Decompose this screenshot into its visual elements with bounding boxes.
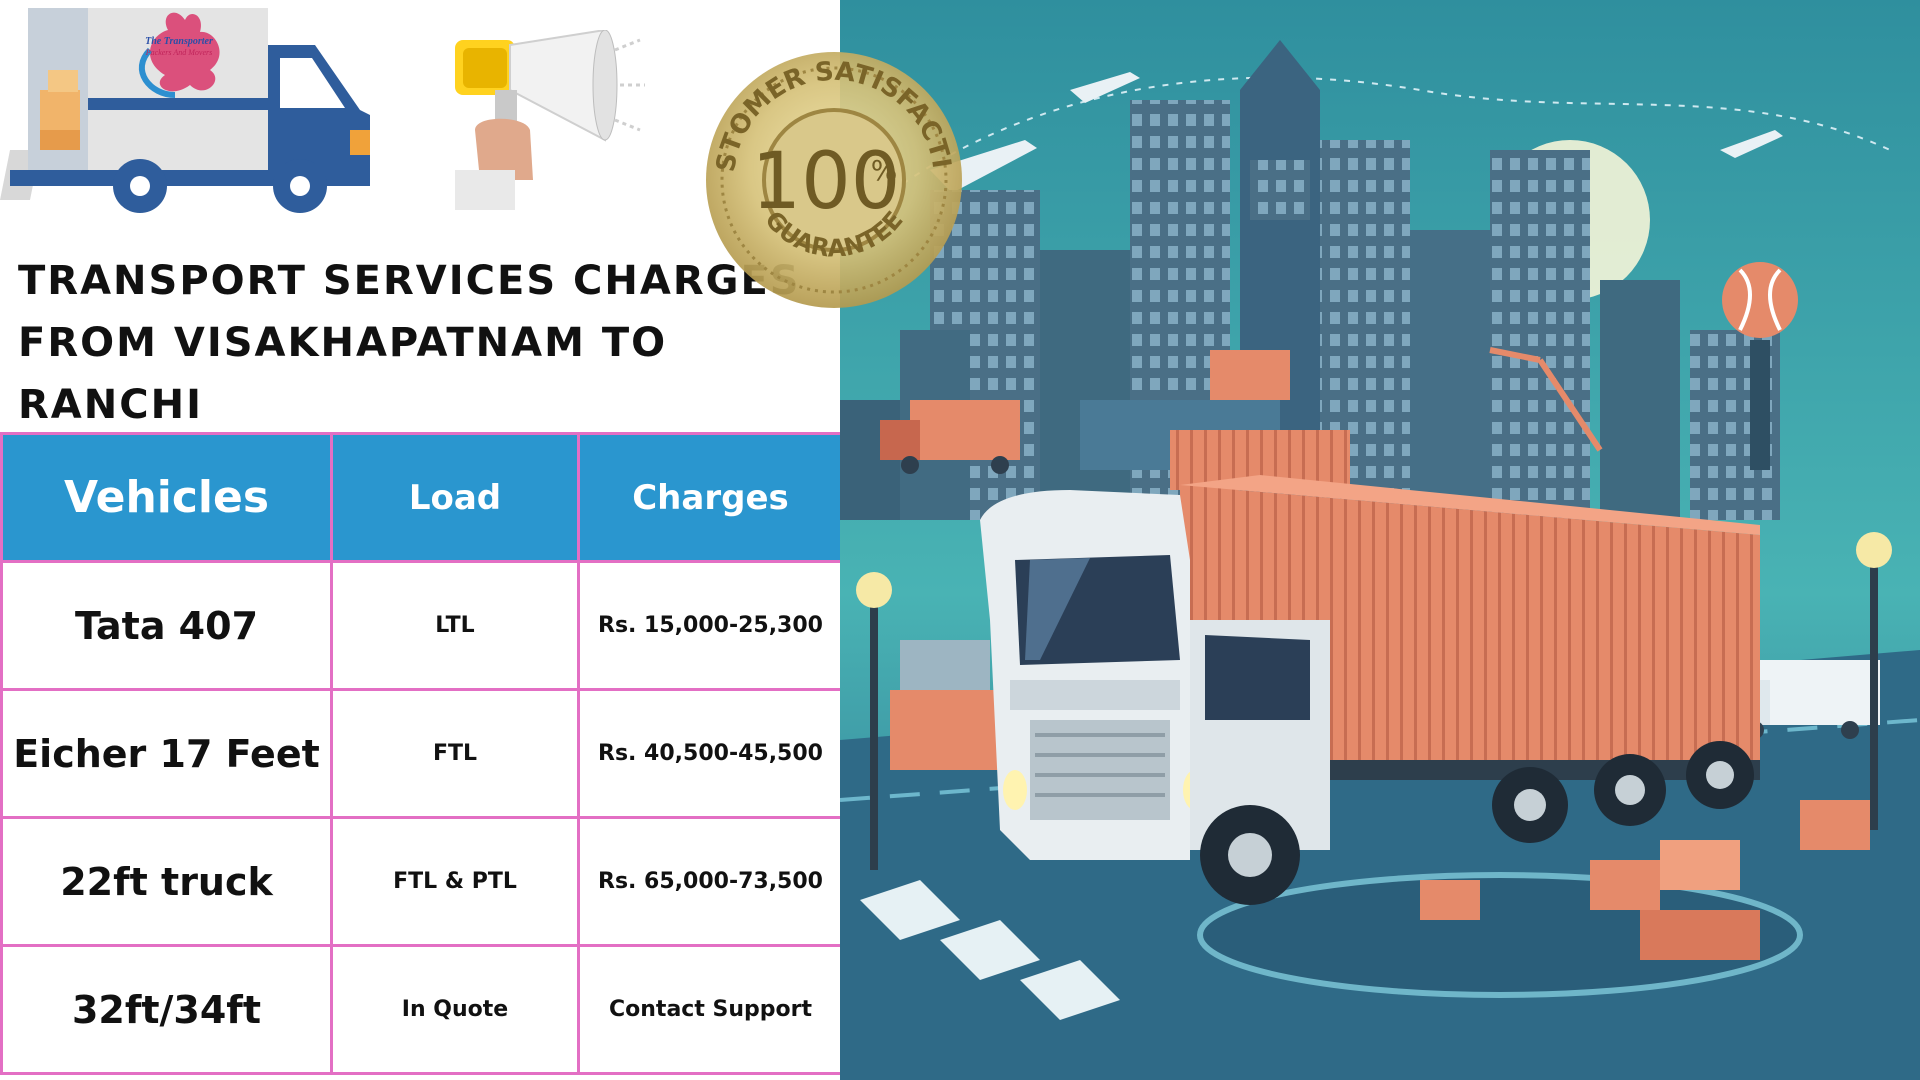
table-row: Tata 407 LTL Rs. 15,000-25,300: [0, 560, 840, 691]
seal-percent: %: [871, 154, 898, 187]
page-title: Transport Services Charges from Visakhap…: [18, 258, 801, 428]
table-row: 22ft truck FTL & PTL Rs. 65,000-73,500: [0, 816, 840, 947]
charges-cell: Rs. 40,500-45,500: [577, 688, 840, 819]
vehicle-cell: Tata 407: [0, 560, 333, 691]
header-charges: Charges: [577, 432, 840, 563]
charges-table: Vehicles Load Charges Tata 407 LTL Rs. 1…: [0, 432, 840, 1075]
load-cell: In Quote: [330, 944, 580, 1075]
load-cell: FTL: [330, 688, 580, 819]
table-header-row: Vehicles Load Charges: [0, 432, 840, 563]
header-vehicles: Vehicles: [0, 432, 333, 563]
header-load: Load: [330, 432, 580, 563]
charges-cell: Contact Support: [577, 944, 840, 1075]
table-row: 32ft/34ft In Quote Contact Support: [0, 944, 840, 1075]
load-cell: FTL & PTL: [330, 816, 580, 947]
left-panel: The Transporter Packers And Movers Trans…: [0, 0, 840, 1080]
charges-cell: Rs. 15,000-25,300: [577, 560, 840, 691]
vehicle-cell: 32ft/34ft: [0, 944, 333, 1075]
satisfaction-guarantee-seal: CUSTOMER SATISFACTION GUARANTEE 100 %: [694, 40, 962, 308]
vehicle-cell: Eicher 17 Feet: [0, 688, 333, 819]
table-row: Eicher 17 Feet FTL Rs. 40,500-45,500: [0, 688, 840, 819]
charges-cell: Rs. 65,000-73,500: [577, 816, 840, 947]
vehicle-cell: 22ft truck: [0, 816, 333, 947]
city-truck-illustration: [840, 0, 1920, 1080]
megaphone-icon: [455, 30, 645, 210]
company-logo-truck: [0, 8, 370, 213]
logo-text: The Transporter Packers And Movers: [145, 36, 213, 57]
seal-center-text: 100: [752, 137, 901, 227]
load-cell: LTL: [330, 560, 580, 691]
